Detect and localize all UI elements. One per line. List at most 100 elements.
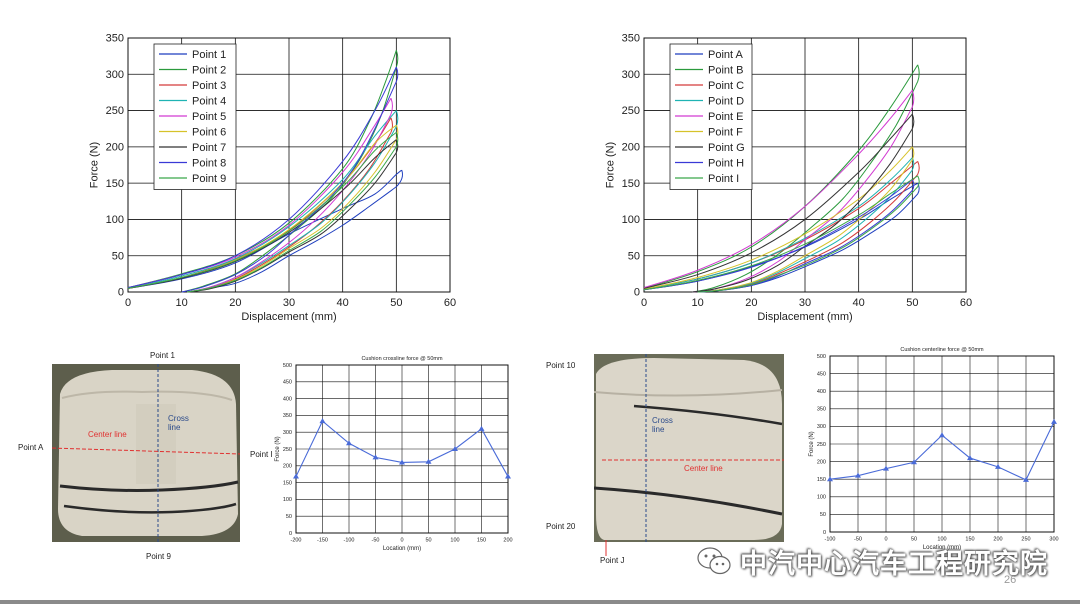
watermark: 中汽中心汽车工程研究院 [696,543,1048,579]
y-tick-label: 200 [622,142,640,154]
data-point [293,473,299,479]
x-tick-label: -150 [317,538,328,544]
series-line-load [127,131,397,289]
y-tick-label: 50 [820,512,826,518]
y-tick-label: 350 [106,33,124,45]
x-tick-label: 50 [911,537,917,543]
y-tick-label: 0 [634,287,640,299]
x-tick-label: 60 [960,297,972,309]
chart-title: Cushion centerline force @ 50mm [900,347,984,353]
data-point [319,418,326,424]
legend-entry: Point 6 [192,127,226,139]
legend-entry: Point 2 [192,65,226,77]
y-tick-label: 50 [628,250,640,262]
x-tick-label: -200 [290,538,301,544]
y-axis-label: Force (N) [89,142,101,188]
x-tick-label: 40 [337,297,349,309]
series-line-peak [911,146,915,161]
legend-entry: Point 8 [192,158,226,170]
point-label: Point 20 [546,522,576,531]
y-tick-label: 350 [283,413,292,419]
point-j-marker [605,540,607,556]
series-line-load [643,89,913,289]
x-tick-label: 20 [229,297,241,309]
y-tick-label: 250 [283,447,292,453]
chart-title: Cushion crossline force @ 50mm [361,356,443,362]
data-point [939,432,945,438]
y-tick-label: 50 [112,250,124,262]
series-line-unload [186,152,397,293]
series-line-load [643,157,913,290]
y-tick-label: 300 [817,424,826,430]
x-tick-label: 300 [1049,537,1058,543]
series-line-load [643,146,913,290]
y-tick-label: 500 [817,354,826,360]
chart-top-right: 0 10 20 30 40 50 60 0 50 100 150 200 250 300 350 Displa… [605,33,973,323]
data-point [478,425,485,431]
legend-entry: Point E [708,111,743,123]
series-line-peak [395,66,399,82]
data-point [452,446,458,451]
x-axis-label: Location (mm) [383,546,421,552]
x-axis-label: Displacement (mm) [757,311,852,323]
plot-frame [127,37,451,293]
y-tick-label: 150 [283,480,292,486]
y-tick-label: 350 [622,33,640,45]
data-point [425,458,432,464]
legend-entry: Point A [708,49,744,61]
y-tick-label: 0 [823,530,826,536]
series-line-peak [911,179,915,191]
series-line-load [127,50,397,289]
legend-entry: Point G [708,142,745,154]
seat-cushion-illustration [52,364,240,542]
series-line-load [127,169,403,289]
series-line-load [643,179,913,291]
x-tick-label: 60 [444,297,456,309]
y-axis-label: Force (N) [275,436,281,461]
y-tick-label: 0 [289,531,292,537]
y-tick-label: 450 [283,380,292,386]
legend-entry: Point 3 [192,80,226,92]
series-line-peak [395,50,399,68]
series-line-load [127,66,397,289]
y-tick-label: 400 [283,396,292,402]
series-line-load [643,175,918,291]
x-tick-label: 200 [503,538,512,544]
series-line-unload [697,186,919,293]
legend-entry: Point 7 [192,142,226,154]
data-point [399,459,405,465]
data-point [346,440,352,446]
plot-frame [829,355,1055,533]
x-tick-label: 40 [853,297,865,309]
y-tick-label: 100 [817,495,826,501]
x-tick-label: -50 [854,537,862,543]
series-line-load [643,113,913,289]
legend-entry: Point I [708,173,739,185]
x-tick-label: 50 [906,297,918,309]
y-axis-label: Force (N) [605,142,617,188]
y-tick-label: 500 [283,363,292,369]
y-tick-label: 350 [817,407,826,413]
legend-entry: Point 1 [192,49,226,61]
series-line-peak [390,117,393,133]
wechat-logo-icon [697,547,731,575]
chart-top-left: 0 10 20 30 40 50 60 0 50 100 150 200 250 300 350 Displa… [89,33,457,323]
y-tick-label: 250 [106,105,124,117]
plot-frame [643,37,967,293]
y-tick-label: 100 [283,497,292,503]
series-line-peak [917,161,920,175]
y-tick-label: 250 [817,442,826,448]
x-tick-label: 30 [799,297,811,309]
series-line-peak [911,90,915,108]
series-line-peak [917,175,920,188]
page-number: 26 [1004,574,1017,586]
data-point [967,455,973,461]
x-tick-label: 50 [390,297,402,309]
x-tick-label: -100 [824,537,835,543]
series-line-unload [186,186,397,293]
seat-photo-left: Cross line Center line [52,364,240,542]
x-tick-label: 0 [884,537,887,543]
x-tick-label: 100 [937,537,946,543]
x-axis-label: Location (mm) [923,545,961,551]
center-line-label: Center line [88,430,127,439]
